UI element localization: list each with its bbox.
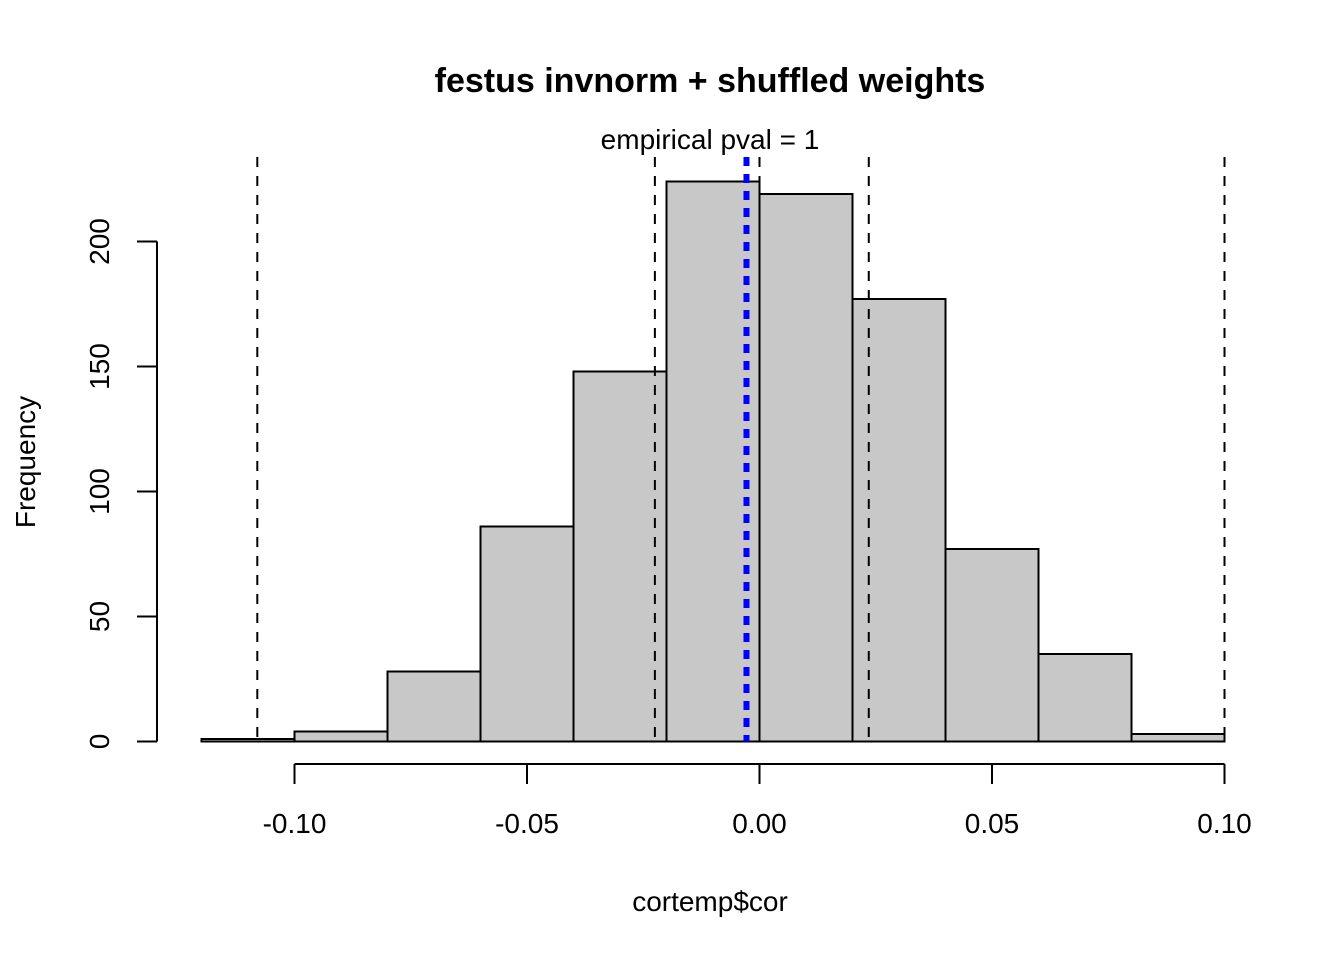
chart-title: festus invnorm + shuffled weights <box>435 62 986 100</box>
y-tick-label: 150 <box>84 343 115 390</box>
y-axis-label: Frequency <box>10 396 41 528</box>
histogram-bar <box>479 525 575 743</box>
y-tick-label: 100 <box>84 468 115 515</box>
histogram-bar <box>851 298 947 743</box>
x-tick-label: -0.05 <box>495 808 559 839</box>
reference-lines-layer <box>256 157 1226 742</box>
y-tick-label: 50 <box>84 601 115 632</box>
x-tick-label: 0.05 <box>965 808 1020 839</box>
x-tick-label: 0.10 <box>1197 808 1252 839</box>
histogram-bar <box>665 180 761 743</box>
x-tick-label: 0.00 <box>732 808 787 839</box>
histogram-bar <box>572 370 668 743</box>
histogram-bar <box>293 730 389 743</box>
y-tick-label: 200 <box>84 218 115 265</box>
chart-subtitle: empirical pval = 1 <box>601 124 820 155</box>
y-axis: 0 50 100 150 200 <box>84 218 158 750</box>
histogram-bar <box>1130 733 1226 743</box>
histogram-bar <box>386 670 482 743</box>
histogram-bar <box>758 193 854 743</box>
bars-layer <box>200 180 1226 743</box>
histogram-bar <box>1037 653 1133 743</box>
histogram-bar <box>944 548 1040 743</box>
y-tick-label: 0 <box>84 734 115 750</box>
histogram-bar <box>200 738 296 743</box>
x-axis: -0.10 -0.05 0.00 0.05 0.10 <box>263 763 1252 839</box>
x-tick-label: -0.10 <box>263 808 327 839</box>
x-axis-label: cortemp$cor <box>632 886 788 917</box>
